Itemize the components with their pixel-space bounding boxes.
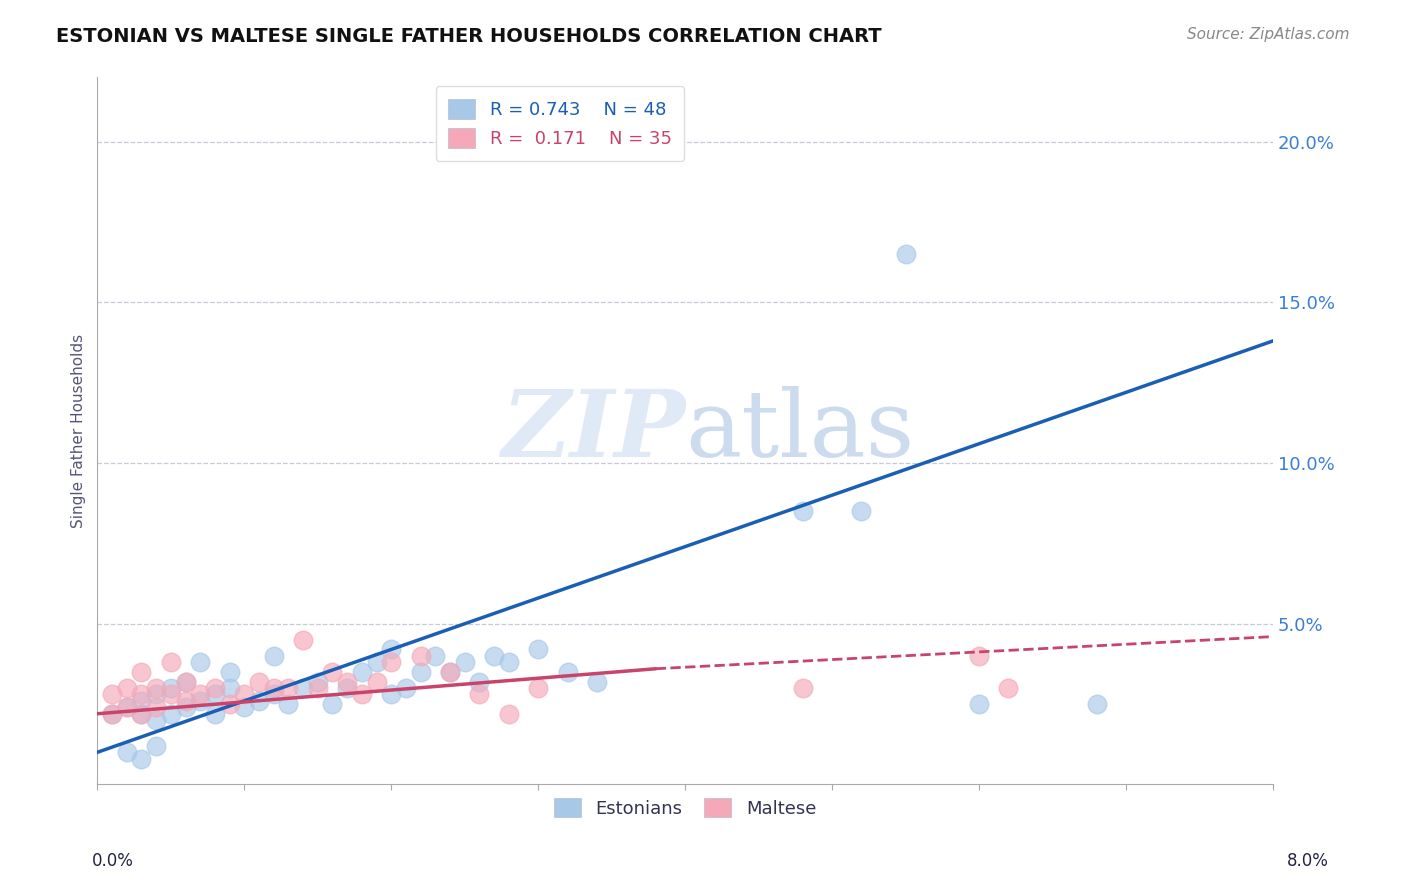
Point	[233, 700, 256, 714]
Point	[498, 656, 520, 670]
Point	[967, 648, 990, 663]
Point	[131, 688, 153, 702]
Point	[159, 688, 181, 702]
Point	[336, 674, 359, 689]
Point	[174, 700, 197, 714]
Point	[188, 694, 211, 708]
Point	[439, 665, 461, 679]
Point	[307, 674, 329, 689]
Text: ESTONIAN VS MALTESE SINGLE FATHER HOUSEHOLDS CORRELATION CHART: ESTONIAN VS MALTESE SINGLE FATHER HOUSEH…	[56, 27, 882, 45]
Point	[454, 656, 477, 670]
Point	[366, 674, 388, 689]
Point	[247, 694, 270, 708]
Point	[586, 674, 609, 689]
Point	[131, 752, 153, 766]
Point	[395, 681, 418, 695]
Point	[967, 697, 990, 711]
Point	[498, 706, 520, 721]
Legend: Estonians, Maltese: Estonians, Maltese	[547, 790, 824, 825]
Point	[218, 681, 240, 695]
Point	[380, 656, 402, 670]
Point	[174, 674, 197, 689]
Point	[468, 674, 491, 689]
Point	[277, 681, 299, 695]
Point	[851, 504, 873, 518]
Point	[792, 504, 814, 518]
Point	[380, 642, 402, 657]
Point	[218, 665, 240, 679]
Text: atlas: atlas	[685, 386, 914, 476]
Point	[439, 665, 461, 679]
Point	[145, 681, 167, 695]
Point	[527, 681, 550, 695]
Point	[101, 688, 124, 702]
Point	[468, 688, 491, 702]
Point	[409, 665, 432, 679]
Point	[101, 706, 124, 721]
Point	[115, 681, 138, 695]
Point	[792, 681, 814, 695]
Point	[204, 681, 226, 695]
Point	[321, 665, 343, 679]
Point	[218, 697, 240, 711]
Point	[131, 665, 153, 679]
Point	[263, 681, 285, 695]
Text: 0.0%: 0.0%	[91, 852, 134, 870]
Point	[366, 656, 388, 670]
Point	[174, 674, 197, 689]
Point	[557, 665, 579, 679]
Point	[145, 688, 167, 702]
Text: ZIP: ZIP	[501, 386, 685, 476]
Point	[101, 706, 124, 721]
Point	[527, 642, 550, 657]
Point	[307, 681, 329, 695]
Point	[350, 665, 373, 679]
Point	[159, 706, 181, 721]
Point	[263, 688, 285, 702]
Point	[482, 648, 505, 663]
Point	[204, 706, 226, 721]
Point	[131, 706, 153, 721]
Point	[131, 706, 153, 721]
Text: Source: ZipAtlas.com: Source: ZipAtlas.com	[1187, 27, 1350, 42]
Point	[247, 674, 270, 689]
Point	[174, 694, 197, 708]
Point	[115, 700, 138, 714]
Point	[115, 745, 138, 759]
Point	[350, 688, 373, 702]
Point	[409, 648, 432, 663]
Point	[159, 681, 181, 695]
Point	[131, 694, 153, 708]
Point	[1085, 697, 1108, 711]
Point	[380, 688, 402, 702]
Y-axis label: Single Father Households: Single Father Households	[72, 334, 86, 528]
Point	[425, 648, 447, 663]
Point	[263, 648, 285, 663]
Point	[292, 681, 315, 695]
Point	[145, 739, 167, 753]
Point	[277, 697, 299, 711]
Point	[204, 688, 226, 702]
Point	[292, 632, 315, 647]
Point	[145, 700, 167, 714]
Point	[233, 688, 256, 702]
Point	[115, 700, 138, 714]
Point	[894, 247, 917, 261]
Text: 8.0%: 8.0%	[1286, 852, 1329, 870]
Point	[159, 656, 181, 670]
Point	[321, 697, 343, 711]
Point	[188, 656, 211, 670]
Point	[188, 688, 211, 702]
Point	[336, 681, 359, 695]
Point	[997, 681, 1019, 695]
Point	[145, 713, 167, 727]
